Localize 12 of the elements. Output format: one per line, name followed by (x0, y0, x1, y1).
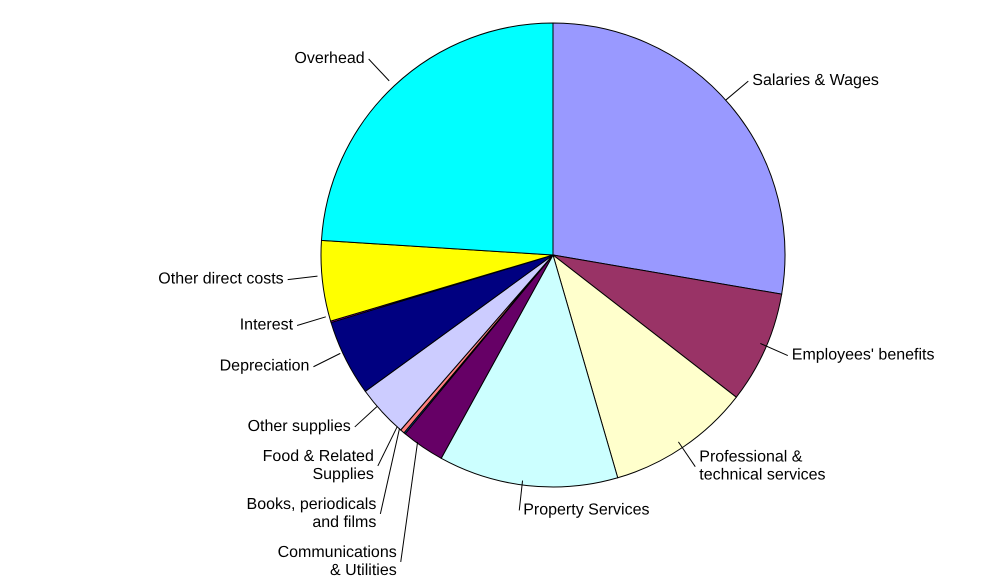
slice-label: Salaries & Wages (752, 72, 879, 90)
slice-label: Overhead (294, 50, 365, 68)
slice-label: Employees' benefits (792, 346, 934, 364)
slice-label: Depreciation (220, 358, 310, 375)
slice-label: Professional & technical services (699, 448, 826, 484)
slice-label: Interest (240, 316, 294, 334)
slice-label: Food & Related Supplies (262, 448, 374, 484)
slice-label: Books, periodicals and films (246, 496, 376, 532)
slice-label: Other direct costs (158, 270, 284, 288)
slice-label: Communications & Utilities (278, 544, 397, 578)
slice-label: Property Services (523, 502, 650, 519)
slice-label: Other supplies (248, 418, 351, 436)
